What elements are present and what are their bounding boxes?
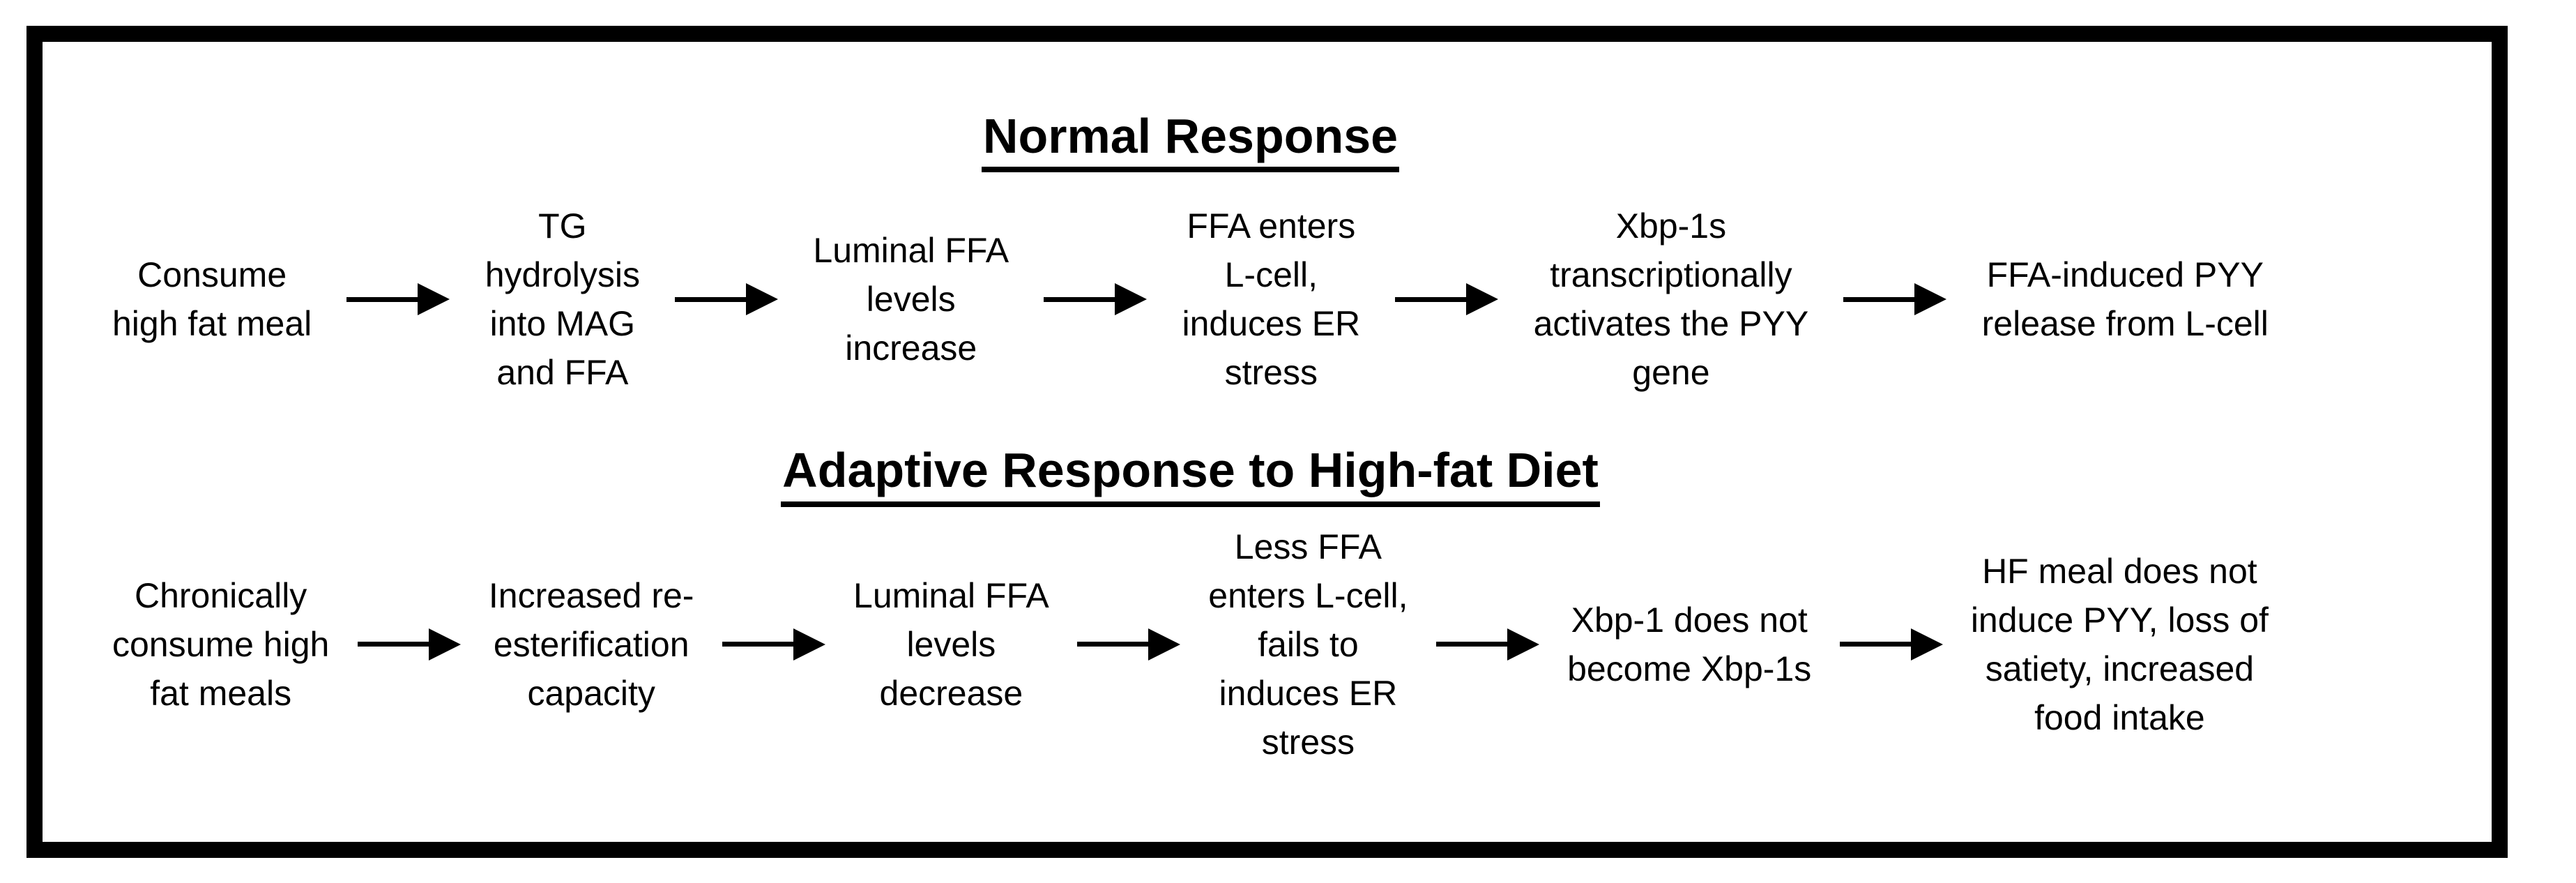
arrow-head (418, 283, 450, 316)
flow-step-pyy-release: FFA-induced PYY release from L-cell (1981, 255, 2269, 344)
figure-content: Normal Response Consume high fat meal TG… (43, 42, 2492, 842)
arrow-right-icon (1435, 628, 1539, 661)
section-title-normal-response: Normal Response (981, 109, 1400, 173)
flow-step-tg-hydrolysis: TG hydrolysis into MAG and FFA (485, 206, 640, 393)
arrow-right-icon (675, 283, 779, 316)
arrow-shaft (1044, 296, 1117, 302)
flowchart-adaptive-response: Chronically consume high fat meals Incre… (112, 522, 2269, 767)
arrow-head (1914, 283, 1947, 316)
arrow-head (1507, 628, 1539, 661)
flow-step-hf-meal-no-pyy: HF meal does not induce PYY, loss of sat… (1970, 551, 2269, 737)
arrow-right-icon (1843, 283, 1947, 316)
flow-step-less-ffa-enters: Less FFA enters L-cell, fails to induces… (1208, 527, 1408, 762)
arrow-shaft (1843, 296, 1916, 302)
arrow-right-icon (1395, 283, 1499, 316)
flow-step-chronically-consume: Chronically consume high fat meals (112, 575, 330, 713)
flow-step-consume-high-fat-meal: Consume high fat meal (112, 255, 312, 344)
section-title-adaptive-response: Adaptive Response to High-fat Diet (781, 443, 1600, 507)
arrow-right-icon (722, 628, 825, 661)
arrow-head (428, 628, 461, 661)
arrow-shaft (1839, 642, 1912, 647)
arrow-head (1910, 628, 1943, 661)
arrow-right-icon (1839, 628, 1943, 661)
arrow-right-icon (1044, 283, 1148, 316)
arrow-right-icon (357, 628, 461, 661)
arrow-shaft (1076, 642, 1150, 647)
arrow-head (793, 628, 825, 661)
flow-step-xbp1-not-spliced: Xbp-1 does not become Xbp-1s (1567, 600, 1812, 688)
arrow-head (1148, 628, 1180, 661)
arrow-shaft (357, 642, 430, 647)
arrow-right-icon (346, 283, 450, 316)
flow-step-xbp1s-activates-pyy: Xbp-1s transcriptionally activates the P… (1533, 206, 1809, 393)
flow-step-luminal-ffa-increase: Luminal FFA levels increase (813, 231, 1009, 368)
flowchart-normal-response: Consume high fat meal TG hydrolysis into… (112, 202, 2269, 397)
arrow-shaft (675, 296, 748, 302)
arrow-shaft (1395, 296, 1468, 302)
arrow-head (1115, 283, 1148, 316)
section-adaptive-title-row: Adaptive Response to High-fat Diet (112, 443, 2269, 507)
figure-border: Normal Response Consume high fat meal TG… (26, 26, 2508, 858)
section-normal-title-row: Normal Response (112, 109, 2269, 173)
flow-step-luminal-ffa-decrease: Luminal FFA levels decrease (853, 575, 1049, 713)
arrow-shaft (346, 296, 420, 302)
arrow-head (1466, 283, 1499, 316)
arrow-right-icon (1076, 628, 1180, 661)
arrow-shaft (1435, 642, 1509, 647)
flow-step-ffa-enters-lcell: FFA enters L-cell, induces ER stress (1182, 206, 1361, 393)
flow-step-increased-reesterification: Increased re- esterification capacity (488, 575, 694, 713)
arrow-shaft (722, 642, 795, 647)
arrow-head (746, 283, 779, 316)
